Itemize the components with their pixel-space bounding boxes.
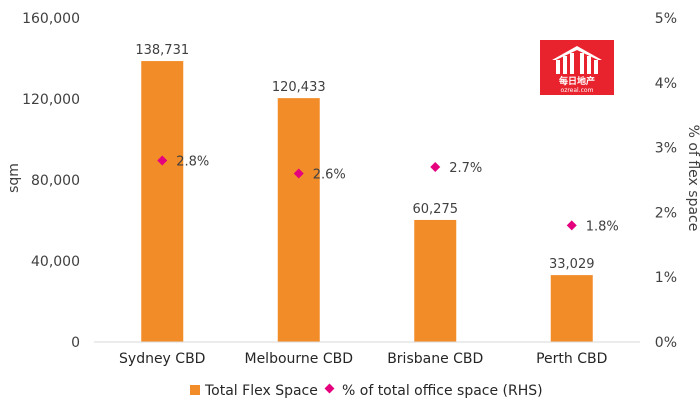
y-tick-label: 120,000 bbox=[22, 92, 80, 108]
diamond-marker bbox=[430, 162, 441, 173]
y2-tick-label: 0% bbox=[655, 335, 677, 351]
bar-value-label: 120,433 bbox=[272, 80, 326, 95]
y-tick-label: 80,000 bbox=[31, 173, 80, 189]
bar-series bbox=[141, 61, 593, 343]
category-label: Sydney CBD bbox=[119, 351, 205, 367]
marker-series bbox=[157, 155, 577, 231]
category-labels: Sydney CBD Melbourne CBD Brisbane CBD Perth… bbox=[119, 351, 607, 367]
y2-axis-ticks: 0% 1% 2% 3% 4% 5% bbox=[655, 11, 677, 351]
marker-value-label: 2.7% bbox=[449, 161, 482, 176]
diamond-marker bbox=[566, 220, 577, 231]
marker-data-labels: 2.8% 2.6% 2.7% 1.8% bbox=[176, 155, 619, 235]
legend-marker-swatch bbox=[324, 383, 335, 394]
logo-url: ozreal.com bbox=[561, 87, 594, 94]
y-axis-title: sqm bbox=[6, 163, 22, 193]
y-tick-label: 0 bbox=[71, 335, 80, 351]
legend-marker-label: % of total office space (RHS) bbox=[342, 383, 543, 399]
bar-data-labels: 138,731 120,433 60,275 33,029 bbox=[135, 43, 594, 272]
bar bbox=[277, 98, 320, 343]
legend: Total Flex Space % of total office space… bbox=[190, 383, 543, 399]
bar-value-label: 138,731 bbox=[135, 43, 189, 58]
bar bbox=[550, 275, 593, 342]
marker-value-label: 2.8% bbox=[176, 155, 209, 170]
ozreal-logo: 每日地产 ozreal.com bbox=[540, 40, 614, 95]
bar bbox=[414, 219, 457, 342]
diamond-marker bbox=[157, 155, 168, 166]
bar bbox=[141, 61, 184, 342]
marker-value-label: 2.6% bbox=[313, 168, 346, 183]
y2-tick-label: 4% bbox=[655, 76, 677, 92]
y2-tick-label: 1% bbox=[655, 270, 677, 286]
bar-value-label: 33,029 bbox=[549, 257, 595, 272]
y2-tick-label: 5% bbox=[655, 11, 677, 27]
y-axis-ticks: 0 40,000 80,000 120,000 160,000 bbox=[22, 11, 80, 351]
category-label: Brisbane CBD bbox=[387, 351, 483, 367]
bar-value-label: 60,275 bbox=[413, 202, 459, 217]
logo-text: 每日地产 bbox=[559, 75, 595, 87]
y-tick-label: 40,000 bbox=[31, 254, 80, 270]
y2-tick-label: 2% bbox=[655, 205, 677, 221]
legend-bar-swatch bbox=[190, 385, 200, 395]
legend-bar-label: Total Flex Space bbox=[204, 383, 318, 399]
y2-tick-label: 3% bbox=[655, 141, 677, 157]
diamond-marker bbox=[293, 168, 304, 179]
category-label: Melbourne CBD bbox=[244, 351, 353, 367]
y2-axis-title: % of flex space bbox=[685, 125, 700, 232]
category-label: Perth CBD bbox=[536, 351, 607, 367]
house-logo-icon bbox=[552, 46, 602, 74]
y-tick-label: 160,000 bbox=[22, 11, 80, 27]
marker-value-label: 1.8% bbox=[586, 219, 619, 234]
